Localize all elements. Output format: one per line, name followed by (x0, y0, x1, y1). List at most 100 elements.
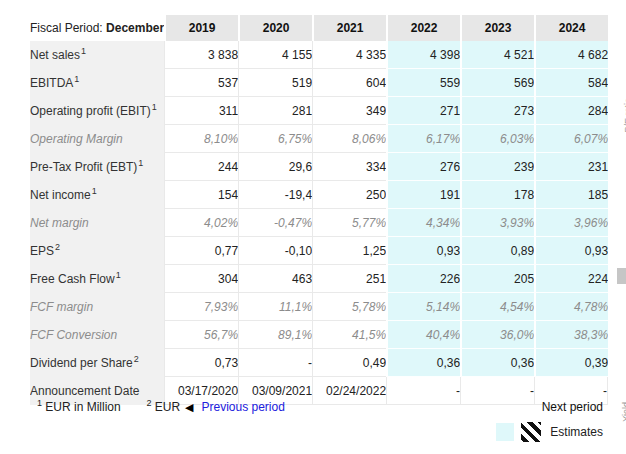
cell-2021: 250 (312, 181, 386, 209)
row-label: Net margin (30, 209, 164, 237)
cell-2024: 0,39 (534, 349, 608, 377)
cell-2023: 3,93% (460, 209, 534, 237)
cell-2024: 6,07% (534, 125, 608, 153)
cell-2019: 537 (164, 69, 238, 97)
cell-2020: - (238, 349, 312, 377)
cell-2023: 205 (460, 265, 534, 293)
cell-2022: 4,34% (386, 209, 460, 237)
cell-2019: 56,7% (164, 321, 238, 349)
cell-2022: 6,17% (386, 125, 460, 153)
cell-2023: 36,0% (460, 321, 534, 349)
financials-table: Fiscal Period: December 2019202020212022… (30, 15, 608, 405)
row-label: Net income1 (30, 181, 164, 209)
year-header-2024: 2024 (534, 15, 608, 41)
footnote-1-marker: 1 (37, 398, 42, 408)
row-label: EBITDA1 (30, 69, 164, 97)
cell-2021: 604 (312, 69, 386, 97)
cell-2019: 244 (164, 153, 238, 181)
cell-2024: 584 (534, 69, 608, 97)
cell-2020: 519 (238, 69, 312, 97)
cell-2024: 38,3% (534, 321, 608, 349)
previous-period-link[interactable]: ◀ Previous period (185, 400, 285, 414)
cell-2023: 4 521 (460, 41, 534, 69)
adjacent-chart-axis-label-bottom: Yield (621, 402, 626, 422)
year-header-2021: 2021 (312, 15, 386, 41)
footnote-2-text: EUR (155, 400, 180, 414)
cell-2022: 5,14% (386, 293, 460, 321)
row-label: Dividend per Share2 (30, 349, 164, 377)
estimates-legend: Estimates (496, 422, 603, 442)
cell-2021: 1,25 (312, 237, 386, 265)
cell-2022: 40,4% (386, 321, 460, 349)
cell-2019: 3 838 (164, 41, 238, 69)
table-row: Dividend per Share20,73-0,490,360,360,39 (30, 349, 608, 377)
year-header-2023: 2023 (460, 15, 534, 41)
cell-2024: 3,96% (534, 209, 608, 237)
fiscal-period-header: Fiscal Period: December (30, 15, 164, 41)
row-label: FCF Conversion (30, 321, 164, 349)
cell-2023: 178 (460, 181, 534, 209)
cell-2023: 239 (460, 153, 534, 181)
cell-2021: 4 335 (312, 41, 386, 69)
adjacent-widget-fragment (617, 268, 626, 284)
page: ©marketscreener.com - S&P Global Market … (0, 0, 626, 454)
cell-2024: 4 682 (534, 41, 608, 69)
fiscal-period-prefix: Fiscal Period: (30, 21, 103, 35)
cell-2023: 273 (460, 97, 534, 125)
cell-2021: 02/24/2022 (312, 377, 386, 405)
year-header-2022: 2022 (386, 15, 460, 41)
table-row: EPS20,77-0,101,250,930,890,93 (30, 237, 608, 265)
previous-period-label: Previous period (201, 400, 284, 414)
cell-2024: 4,78% (534, 293, 608, 321)
cell-2023: 569 (460, 69, 534, 97)
footnote-1-text: EUR in Million (45, 400, 120, 414)
cell-2020: 463 (238, 265, 312, 293)
row-label: Operating profit (EBIT)1 (30, 97, 164, 125)
cell-2020: 4 155 (238, 41, 312, 69)
cell-2023: 6,03% (460, 125, 534, 153)
cell-2019: 7,93% (164, 293, 238, 321)
cell-2021: 349 (312, 97, 386, 125)
table-row: EBITDA1537519604559569584 (30, 69, 608, 97)
cell-2019: 0,77 (164, 237, 238, 265)
footnote-2-marker: 2 (146, 398, 151, 408)
cell-2019: 154 (164, 181, 238, 209)
legend-label: Estimates (550, 425, 603, 439)
table-row: Net sales13 8384 1554 3354 3984 5214 682 (30, 41, 608, 69)
cell-2022: 276 (386, 153, 460, 181)
cell-2019: 0,73 (164, 349, 238, 377)
row-label: Net sales1 (30, 41, 164, 69)
cell-2019: 4,02% (164, 209, 238, 237)
watermark: ©marketscreener.com - S&P Global Market … (0, 0, 610, 6)
cell-2020: 6,75% (238, 125, 312, 153)
cell-2020: 29,6 (238, 153, 312, 181)
cell-2021: 5,78% (312, 293, 386, 321)
year-header-2019: 2019 (164, 15, 238, 41)
row-label: EPS2 (30, 237, 164, 265)
table-row: Net margin4,02%-0,47%5,77%4,34%3,93%3,96… (30, 209, 608, 237)
cell-2020: -19,4 (238, 181, 312, 209)
table-row: Operating profit (EBIT)13112813492712732… (30, 97, 608, 125)
cell-2021: 5,77% (312, 209, 386, 237)
cell-2024: 185 (534, 181, 608, 209)
cell-2022: 0,93 (386, 237, 460, 265)
next-period-link[interactable]: Next period (542, 400, 603, 414)
cell-2019: 8,10% (164, 125, 238, 153)
cell-2024: 231 (534, 153, 608, 181)
watermark-text: ©marketscreener.com - S&P Global Market … (330, 4, 610, 6)
left-arrow-icon: ◀ (185, 401, 193, 413)
estimate-hatch-swatch (521, 422, 541, 442)
cell-2020: -0,47% (238, 209, 312, 237)
year-header-2020: 2020 (238, 15, 312, 41)
row-label: Pre-Tax Profit (EBT)1 (30, 153, 164, 181)
table-row: Pre-Tax Profit (EBT)124429,6334276239231 (30, 153, 608, 181)
cell-2020: 11,1% (238, 293, 312, 321)
row-label: Operating Margin (30, 125, 164, 153)
cell-2019: 304 (164, 265, 238, 293)
cell-2022: 271 (386, 97, 460, 125)
cell-2023: - (460, 377, 534, 405)
cell-2023: 0,36 (460, 349, 534, 377)
cell-2024: 0,93 (534, 237, 608, 265)
cell-2022: 226 (386, 265, 460, 293)
footnotes: 1 EUR in Million 2 EUR (36, 400, 180, 414)
